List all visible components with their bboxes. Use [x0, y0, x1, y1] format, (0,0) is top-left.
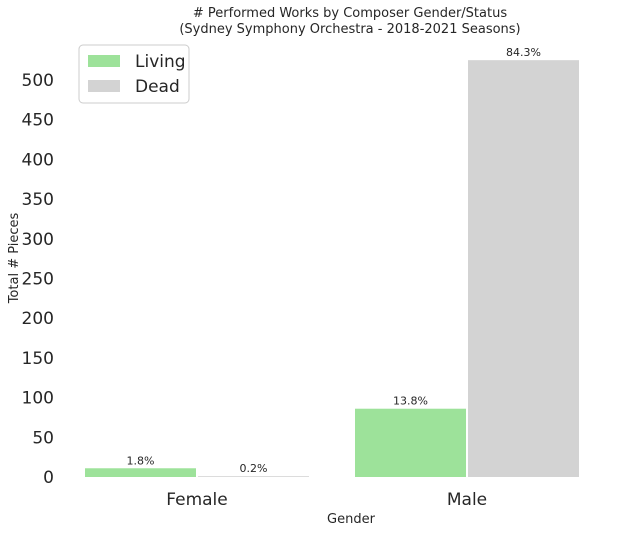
bar-value-label-living-female: 1.8%: [127, 454, 155, 467]
bar-living-male: [355, 408, 466, 477]
bar-dead-female: [198, 476, 309, 477]
bar-labels-group: 1.8% 0.2% 13.8% 84.3%: [127, 46, 541, 475]
x-tick-label-female: Female: [166, 490, 227, 510]
y-tick-label: 400: [22, 150, 54, 170]
legend: Living Dead: [78, 44, 190, 104]
chart-title: # Performed Works by Composer Gender/Sta…: [193, 6, 507, 21]
bars-group: [85, 60, 579, 478]
legend-label-living: Living: [135, 52, 186, 72]
y-tick-label: 100: [22, 389, 54, 409]
y-tick-label: 50: [32, 428, 54, 448]
y-axis-ticks: 0 50 100 150 200 250 300 350 400 450 500: [22, 71, 54, 488]
legend-label-dead: Dead: [135, 77, 180, 97]
y-tick-label: 350: [22, 190, 54, 210]
y-tick-label: 300: [22, 230, 54, 250]
y-tick-label: 450: [22, 111, 54, 131]
bar-value-label-dead-female: 0.2%: [240, 462, 268, 475]
bar-living-female: [85, 468, 196, 477]
y-tick-label: 0: [43, 468, 54, 488]
y-tick-label: 150: [22, 349, 54, 369]
bar-value-label-living-male: 13.8%: [393, 395, 428, 408]
bar-value-label-dead-male: 84.3%: [506, 46, 541, 59]
y-tick-label: 500: [22, 71, 54, 91]
y-tick-label: 250: [22, 270, 54, 290]
bar-dead-male: [468, 60, 579, 478]
x-axis-label: Gender: [327, 512, 376, 527]
legend-swatch-dead: [88, 80, 120, 92]
legend-swatch-living: [88, 55, 120, 67]
y-axis-label: Total # Pieces: [7, 212, 22, 304]
x-tick-label-male: Male: [447, 490, 487, 510]
chart-subtitle: (Sydney Symphony Orchestra - 2018-2021 S…: [179, 22, 520, 37]
x-axis-ticks: Female Male: [166, 490, 487, 510]
y-tick-label: 200: [22, 309, 54, 329]
